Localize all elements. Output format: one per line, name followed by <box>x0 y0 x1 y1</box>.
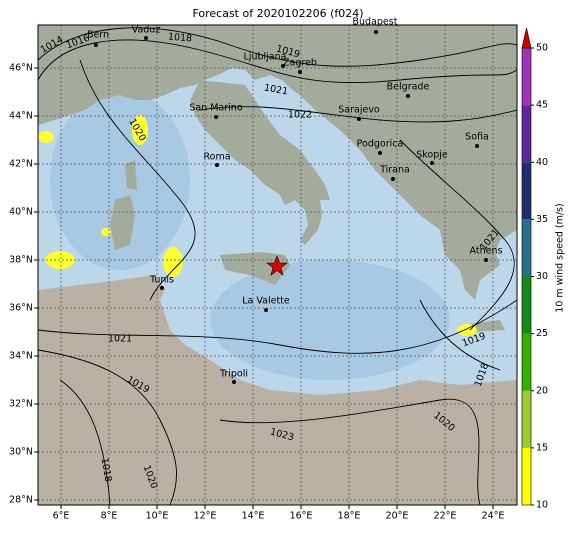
city-label: Sofia <box>465 132 489 143</box>
city-label: Skopje <box>416 150 448 161</box>
colorbar-tick-label: 10 <box>536 500 548 511</box>
city-dot <box>475 144 479 148</box>
lon-tick-label: 16°E <box>290 511 313 522</box>
city-label: Roma <box>203 152 230 163</box>
colorbar-extension <box>521 27 532 49</box>
lat-tick-label: 38°N <box>9 255 33 266</box>
city-label: Budapest <box>353 17 398 28</box>
lat-tick-label: 32°N <box>9 399 33 410</box>
colorbar-tick-label: 50 <box>536 43 548 54</box>
lon-tick-label: 8°E <box>101 511 118 522</box>
land <box>38 275 517 505</box>
colorbar-label: 10 m wind speed (m/s) <box>555 203 566 312</box>
city-dot <box>378 151 382 155</box>
colorbar-tick-label: 40 <box>536 157 548 168</box>
city-label: Belgrade <box>387 82 430 93</box>
colorbar-tick-label: 15 <box>536 442 548 453</box>
city-label: Tirana <box>379 165 410 176</box>
city-dot <box>160 286 164 290</box>
colorbar-segment <box>522 219 531 277</box>
lat-tick-label: 46°N <box>9 63 33 74</box>
isobar-label: 1018 <box>98 457 113 483</box>
lat-tick-label: 30°N <box>9 447 33 458</box>
isobar-label: 1021 <box>263 82 289 97</box>
colorbar-segment <box>522 162 531 220</box>
colorbar-segment <box>522 48 531 106</box>
city-label: Sarajevo <box>338 105 380 116</box>
city-label: Bern <box>87 30 109 41</box>
lon-tick-label: 24°E <box>482 511 505 522</box>
lon-tick-label: 12°E <box>194 511 217 522</box>
map-area: 1014 1016 10181019102110221020102110191023… <box>38 25 517 505</box>
city-dot <box>374 30 378 34</box>
city-dot <box>484 258 488 262</box>
city-label: Tripoli <box>219 369 248 380</box>
city-dot <box>144 36 148 40</box>
colorbar-segment <box>522 390 531 448</box>
city-dot <box>232 380 236 384</box>
city-dot <box>214 115 218 119</box>
deep-sea <box>50 90 190 270</box>
colorbar-segment <box>522 333 531 391</box>
city-label: Athens <box>470 246 503 257</box>
map-frame <box>37 24 518 506</box>
isobar-label: 1022 <box>288 110 312 121</box>
lon-tick-label: 20°E <box>386 511 409 522</box>
city-dot <box>94 43 98 47</box>
isobar-label: 1018 <box>167 31 192 44</box>
colorbar-tick-label: 35 <box>536 214 548 225</box>
colorbar-tick-label: 30 <box>536 271 548 282</box>
wind-areas <box>38 115 477 336</box>
colorbar-segment <box>522 105 531 163</box>
city-label: San Marino <box>189 103 242 114</box>
lon-tick-label: 6°E <box>53 511 70 522</box>
city-dot <box>430 161 434 165</box>
lon-tick-label: 14°E <box>242 511 265 522</box>
lat-tick-label: 34°N <box>9 351 33 362</box>
city-dot <box>215 163 219 167</box>
colorbar-tick-label: 45 <box>536 100 548 111</box>
isobars <box>38 27 517 505</box>
city-label: Ljubljana <box>244 52 287 63</box>
colorbar-segment <box>522 276 531 334</box>
land <box>125 160 137 190</box>
lon-tick-label: 10°E <box>146 511 169 522</box>
lat-tick-label: 44°N <box>9 111 33 122</box>
location-star <box>266 255 288 276</box>
city-dot <box>357 117 361 121</box>
colorbar-segment <box>522 447 531 505</box>
land <box>190 80 330 245</box>
city-label: Tunis <box>149 275 174 286</box>
land <box>440 230 500 300</box>
isobar-label: 1021 <box>108 334 132 345</box>
lat-tick-label: 36°N <box>9 303 33 314</box>
city-dot <box>391 177 395 181</box>
city-label: La Valette <box>242 296 290 307</box>
city-label: Vaduz <box>132 25 161 36</box>
city-dot <box>406 94 410 98</box>
colorbar-tick-label: 20 <box>536 385 548 396</box>
deep-sea <box>210 260 450 380</box>
lon-tick-label: 22°E <box>434 511 457 522</box>
lat-tick-label: 40°N <box>9 207 33 218</box>
lat-tick-label: 28°N <box>9 495 33 506</box>
lat-tick-label: 42°N <box>9 159 33 170</box>
title: Forecast of 2020102206 (f024) <box>192 7 363 20</box>
city-label: Podgorica <box>357 139 404 150</box>
city-dot <box>264 308 268 312</box>
city-dot <box>298 70 302 74</box>
lon-tick-label: 18°E <box>338 511 361 522</box>
city-label: Zagreb <box>283 58 317 69</box>
land <box>220 252 290 285</box>
colorbar-tick-label: 25 <box>536 328 548 339</box>
land <box>110 195 135 250</box>
city-dot <box>281 64 285 68</box>
